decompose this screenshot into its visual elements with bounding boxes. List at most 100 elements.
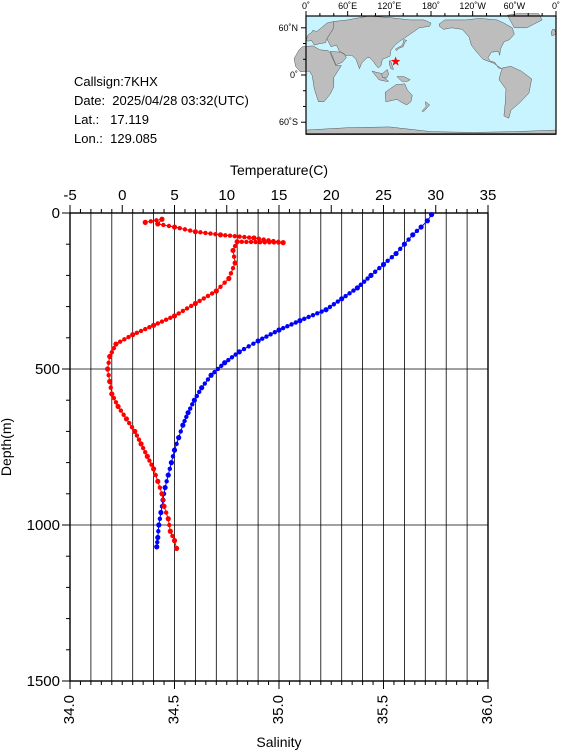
salinity-marker (143, 450, 148, 455)
salinity-tick-label: 34.5 (165, 695, 182, 724)
salinity-marker (276, 240, 281, 245)
depth-tick-label: 1000 (27, 517, 60, 534)
salinity-tick-label: 34.0 (61, 695, 78, 724)
salinity-marker (147, 324, 152, 330)
salinity-point (171, 538, 178, 544)
temperature-point (393, 250, 399, 257)
landmass (329, 51, 347, 66)
salinity-point (159, 491, 165, 497)
temperature-marker (285, 324, 290, 329)
salinity-marker (203, 230, 208, 236)
temperature-marker (385, 258, 390, 264)
temperature-marker (347, 291, 352, 296)
temperature-point (401, 241, 407, 247)
temperature-marker (205, 377, 211, 382)
temperature-marker (260, 336, 265, 341)
station-star-icon (390, 56, 401, 66)
salinity-marker (213, 232, 218, 237)
temperature-marker (389, 255, 395, 260)
temperature-marker (289, 322, 294, 327)
salinity-marker (176, 311, 181, 316)
salinity-marker (126, 334, 131, 340)
map-lat-label: 0˚ (290, 70, 298, 80)
salinity-marker (108, 385, 113, 390)
temperature-point (410, 232, 416, 238)
landmass (506, 13, 543, 29)
temperature-marker (272, 329, 278, 335)
salinity-marker (136, 437, 142, 442)
map-labels: 0˚ 60˚E 120˚E 180˚ 120˚W 60˚W 0˚ 60˚N 0˚ 60˚S (278, 1, 560, 127)
salinity-point (151, 466, 157, 472)
salinity-marker (111, 395, 117, 401)
temperature-tick-label: 0 (118, 187, 126, 204)
landmass (384, 83, 413, 106)
temperature-marker (246, 344, 251, 349)
landmass (396, 76, 411, 82)
salinity-point (138, 441, 144, 447)
temperature-marker (215, 366, 221, 372)
temperature-marker (190, 402, 195, 407)
temperature-marker (358, 282, 363, 287)
temperature-marker (268, 332, 273, 337)
temperature-point (236, 349, 242, 355)
temperature-marker (174, 441, 179, 447)
salinity-marker (267, 240, 272, 245)
temperature-marker (365, 276, 370, 281)
salinity-marker (129, 425, 135, 430)
landmass (395, 39, 408, 52)
landmass (550, 29, 557, 36)
temperature-marker (280, 325, 286, 331)
salinity-marker (134, 330, 140, 336)
temperature-point (158, 509, 164, 516)
salinity-marker (201, 296, 206, 301)
map-lon-label: 120˚E (377, 1, 401, 11)
salinity-marker (242, 234, 247, 240)
salinity-point (130, 332, 136, 338)
salinity-marker (230, 265, 236, 271)
salinity-point (280, 240, 286, 246)
temperature-point (424, 218, 430, 224)
map-lat-label: 60˚N (278, 23, 298, 33)
salinity-axis-label: Salinity (256, 734, 301, 750)
chart-series (105, 211, 435, 552)
salinity-marker (198, 230, 203, 235)
salinity-marker (232, 243, 238, 249)
salinity-marker (184, 306, 190, 311)
salinity-marker (244, 239, 249, 245)
temperature-marker (351, 288, 356, 293)
temperature-point (208, 372, 214, 378)
temperature-tick-label: 15 (271, 187, 288, 204)
map-lat-label: 60˚S (279, 117, 298, 127)
temperature-marker (361, 279, 367, 284)
temperature-point (171, 447, 178, 453)
salinity-point (159, 216, 165, 222)
salinity-marker (127, 420, 132, 426)
salinity-marker (113, 400, 119, 405)
temperature-marker (315, 311, 320, 316)
temperature-point (156, 522, 162, 528)
temperature-marker (241, 346, 247, 352)
temperature-point (339, 296, 345, 302)
temperature-marker (170, 454, 176, 459)
salinity-marker (189, 303, 194, 309)
salinity-marker (147, 458, 152, 463)
temperature-point (185, 410, 191, 416)
temperature-marker (233, 352, 238, 357)
salinity-marker (208, 231, 213, 236)
temperature-point (380, 261, 387, 268)
temperature-marker (319, 309, 324, 314)
temperature-point (368, 272, 374, 278)
map-land (293, 13, 557, 136)
landmass (498, 66, 532, 119)
salinity-point (234, 239, 240, 245)
temperature-point (191, 397, 197, 403)
temperature-point (297, 318, 303, 324)
temperature-marker (164, 479, 169, 484)
depth-tick-label: 0 (52, 205, 60, 222)
temperature-profile-line (156, 214, 432, 547)
landmass (326, 15, 432, 70)
temperature-marker (229, 355, 235, 360)
temperature-tick-label: 10 (218, 187, 235, 204)
salinity-marker (170, 533, 175, 539)
